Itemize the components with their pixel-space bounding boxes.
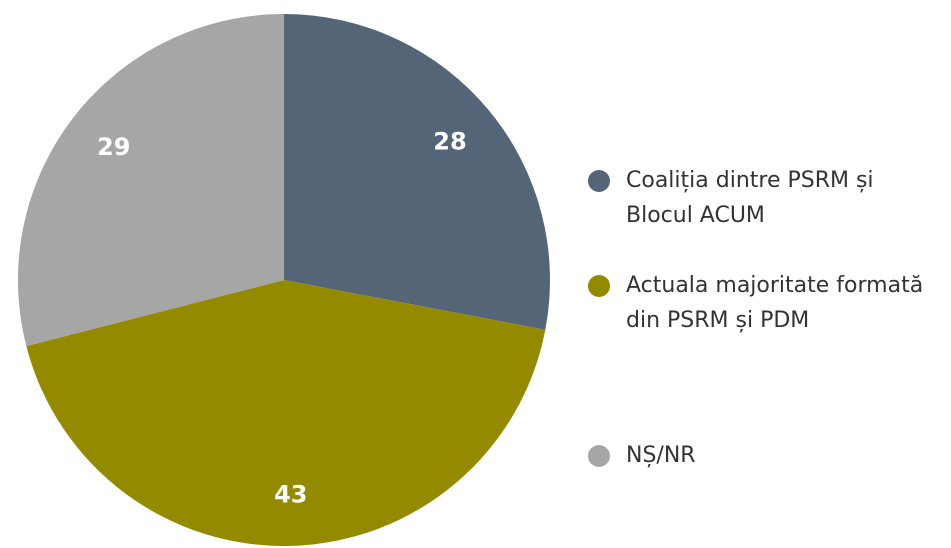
legend-marker <box>588 170 610 192</box>
legend-marker <box>588 275 610 297</box>
pie-chart: 28 43 29 <box>17 14 550 546</box>
pie-slice <box>17 14 284 347</box>
pie-slice <box>26 280 546 546</box>
legend-label: Actuala majoritate formată din PSRM și P… <box>626 273 924 333</box>
slice-label: 43 <box>274 480 307 508</box>
legend-marker <box>588 445 610 467</box>
pie-slice <box>284 14 550 330</box>
legend-item: NȘ/NR <box>588 438 938 473</box>
legend-label: Coaliția dintre PSRM și Blocul ACUM <box>626 168 874 228</box>
legend-label: NȘ/NR <box>626 443 696 468</box>
legend-item: Coaliția dintre PSRM și Blocul ACUM <box>588 163 938 233</box>
legend-item: Actuala majoritate formată din PSRM și P… <box>588 268 938 338</box>
slice-label: 28 <box>433 128 466 156</box>
slice-label: 29 <box>97 133 130 161</box>
